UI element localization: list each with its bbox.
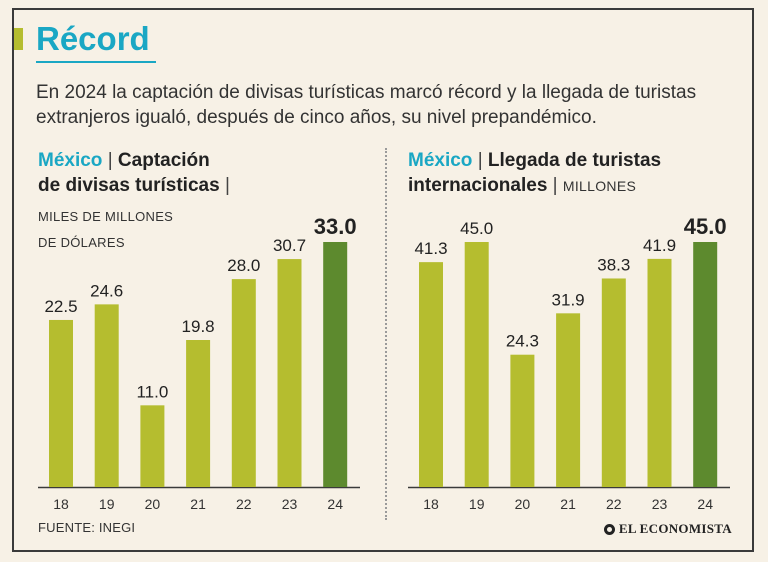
left-bar-20	[140, 405, 165, 487]
left-chart-heading: México | Captación de divisas turísticas…	[38, 148, 230, 198]
left-bar-18	[49, 319, 73, 487]
left-unit-label: MILES DE MILLONES DE DÓLARES	[38, 204, 173, 256]
chart-divider	[385, 148, 387, 520]
left-tick-label-23: 23	[282, 496, 298, 512]
left-value-label-19: 24.6	[90, 281, 123, 300]
right-tick-label-22: 22	[606, 496, 622, 512]
title-underline	[36, 61, 156, 63]
left-tick-label-24: 24	[327, 496, 343, 512]
right-bar-18	[419, 262, 443, 487]
right-value-label-22: 38.3	[597, 255, 630, 274]
left-tick-label-18: 18	[53, 496, 69, 512]
right-title-line1: Llegada de turistas	[487, 150, 662, 171]
right-tick-label-18: 18	[423, 496, 439, 512]
right-value-label-19: 45.0	[460, 219, 493, 238]
left-country: México	[38, 150, 103, 171]
left-value-label-24: 33.0	[314, 214, 357, 239]
right-bar-20	[510, 354, 535, 487]
infographic-frame	[12, 8, 754, 552]
left-tick-label-20: 20	[145, 496, 161, 512]
right-separator-2: |	[552, 175, 558, 196]
right-tick-label-21: 21	[560, 496, 576, 512]
right-tick-label-24: 24	[697, 496, 713, 512]
right-bar-21	[556, 313, 581, 487]
right-value-label-18: 41.3	[414, 239, 447, 258]
right-tick-label-20: 20	[515, 496, 531, 512]
left-bar-21	[186, 340, 211, 487]
left-value-label-23: 30.7	[273, 236, 306, 255]
left-title-line1: Captación	[117, 150, 210, 171]
subtitle: En 2024 la captación de divisas turístic…	[36, 82, 697, 128]
page-title: Récord	[36, 20, 150, 57]
left-tick-label-21: 21	[190, 496, 206, 512]
left-value-label-21: 19.8	[182, 317, 215, 336]
right-value-label-20: 24.3	[506, 332, 539, 351]
left-tick-label-22: 22	[236, 496, 252, 512]
right-chart-heading: México | Llegada de turistas internacion…	[408, 148, 661, 199]
left-value-label-18: 22.5	[44, 297, 77, 316]
left-separator-2: |	[224, 175, 230, 196]
right-title-line2: internacionales	[408, 175, 548, 196]
right-value-label-23: 41.9	[643, 236, 676, 255]
source-note: FUENTE: INEGI	[38, 520, 136, 535]
left-unit-line1: MILES DE MILLONES	[38, 209, 174, 224]
right-bar-24	[693, 242, 718, 487]
right-tick-label-23: 23	[652, 496, 668, 512]
left-title-line2: de divisas turísticas	[38, 175, 220, 196]
left-value-label-20: 11.0	[136, 382, 168, 401]
left-bar-23	[277, 259, 302, 487]
brand-mark-icon	[603, 523, 615, 535]
left-bar-24	[323, 242, 348, 487]
right-bar-23	[647, 258, 672, 487]
left-separator: |	[107, 150, 113, 171]
right-bar-19	[464, 242, 489, 487]
right-bar-22	[601, 278, 626, 487]
left-bar-22	[231, 279, 256, 487]
right-value-label-24: 45.0	[684, 214, 727, 239]
left-tick-label-19: 19	[99, 496, 115, 512]
left-unit-line2: DE DÓLARES	[38, 235, 125, 250]
right-separator: |	[477, 150, 483, 171]
right-tick-label-19: 19	[469, 496, 485, 512]
brand-name: EL ECONOMISTA	[618, 521, 732, 536]
right-country: México	[408, 150, 473, 171]
right-unit-label: MILLONES	[562, 178, 637, 194]
left-bar-19	[94, 304, 119, 487]
brand-logo: EL ECONOMISTA	[603, 521, 732, 537]
title-accent-bar	[14, 28, 23, 50]
left-value-label-22: 28.0	[227, 256, 260, 275]
right-value-label-21: 31.9	[552, 290, 585, 309]
